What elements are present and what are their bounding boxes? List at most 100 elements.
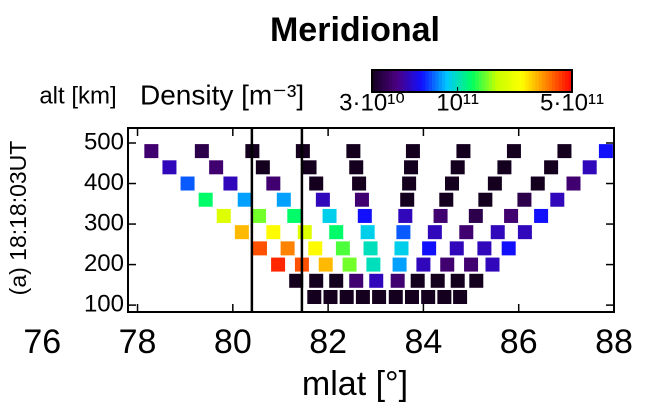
density-cell	[566, 176, 581, 191]
density-cell	[307, 290, 322, 305]
density-cell	[255, 160, 270, 175]
colorbar-cell	[568, 70, 573, 92]
density-cell	[335, 241, 350, 256]
density-cell	[450, 160, 465, 175]
colorbar-cell	[462, 70, 466, 92]
density-cell	[180, 176, 195, 191]
density-cell	[266, 176, 281, 191]
y-tick-label: 100	[84, 290, 124, 317]
x-tick-label: 88	[595, 323, 633, 361]
density-cell	[360, 225, 375, 240]
colorbar-cell	[535, 70, 540, 92]
colorbar-cell	[555, 70, 560, 92]
colorbar: 3·10¹⁰ 10¹¹ 5·10¹¹	[339, 69, 604, 116]
colorbar-cell	[438, 70, 443, 92]
density-cell	[271, 257, 286, 272]
colorbar-cell	[398, 70, 403, 92]
x-tick-label: 82	[309, 323, 347, 361]
density-cell	[485, 257, 500, 272]
x-tick-label: 84	[404, 323, 442, 361]
density-cell	[394, 241, 409, 256]
colorbar-cell	[492, 70, 496, 92]
colorbar-cell	[542, 70, 546, 92]
density-cell	[506, 144, 521, 159]
colorbar-cell	[538, 70, 543, 92]
colorbar-cell	[562, 70, 566, 92]
density-cell	[402, 176, 417, 191]
colorbar-cell	[485, 70, 490, 92]
density-cell	[530, 176, 545, 191]
colorbar-tick-label: 3·10¹⁰	[339, 89, 405, 116]
colorbar-cell	[418, 70, 423, 92]
colorbar-cell	[428, 70, 433, 92]
colorbar-cell	[518, 70, 523, 92]
density-cell	[339, 290, 354, 305]
density-cell	[209, 160, 224, 175]
density-cell	[309, 176, 324, 191]
x-tick-label: 76	[23, 323, 61, 361]
density-cell	[372, 290, 387, 305]
density-cell	[517, 225, 532, 240]
colorbar-cell	[458, 70, 463, 92]
colorbar-cell	[382, 70, 386, 92]
colorbar-cell	[468, 70, 473, 92]
density-cell	[354, 192, 369, 207]
density-cell	[453, 290, 468, 305]
density-cell	[342, 257, 357, 272]
colorbar-frame	[371, 69, 573, 93]
density-cell	[456, 144, 471, 159]
density-cell	[404, 160, 419, 175]
density-cell	[194, 144, 209, 159]
colorbar-cell	[402, 70, 406, 92]
colorbar-cell	[375, 70, 380, 92]
density-cell	[477, 241, 492, 256]
density-cell	[234, 225, 249, 240]
density-cell	[346, 144, 361, 159]
x-tick-label: 86	[500, 323, 538, 361]
density-cell	[357, 208, 372, 223]
density-cell	[410, 273, 425, 288]
colorbar-cell	[532, 70, 536, 92]
density-cell	[162, 160, 177, 175]
plot-area	[144, 144, 613, 305]
colorbar-cell	[515, 70, 520, 92]
density-cell	[349, 160, 364, 175]
density-cell	[400, 192, 415, 207]
density-cell	[501, 241, 516, 256]
colorbar-cell	[545, 70, 550, 92]
colorbar-cell	[525, 70, 530, 92]
colorbar-cell	[478, 70, 483, 92]
density-cell	[433, 208, 448, 223]
density-cell	[504, 208, 519, 223]
density-cell	[392, 257, 407, 272]
density-cell	[297, 225, 312, 240]
y-tick-label: 500	[84, 128, 124, 155]
density-cell	[404, 290, 419, 305]
density-cell	[323, 290, 338, 305]
density-cell	[198, 192, 213, 207]
density-cell	[468, 208, 483, 223]
colorbar-cell	[548, 70, 553, 92]
density-cell	[276, 192, 291, 207]
density-cell	[544, 160, 559, 175]
density-cell	[598, 144, 613, 159]
colorbar-cell	[488, 70, 493, 92]
y-tick-label: 400	[84, 169, 124, 196]
density-cell	[266, 225, 281, 240]
colorbar-cell	[552, 70, 556, 92]
colorbar-cell	[512, 70, 516, 92]
colorbar-cell	[395, 70, 400, 92]
density-cell	[464, 257, 479, 272]
density-cell	[216, 208, 231, 223]
density-cell	[550, 192, 565, 207]
colorbar-cell	[452, 70, 456, 92]
colorbar-cell	[472, 70, 476, 92]
density-cell	[439, 192, 454, 207]
density-cell	[287, 208, 302, 223]
colorbar-cell	[405, 70, 410, 92]
colorbar-cell	[442, 70, 446, 92]
colorbar-cell	[445, 70, 450, 92]
density-cell	[427, 225, 442, 240]
density-cell	[445, 176, 459, 191]
